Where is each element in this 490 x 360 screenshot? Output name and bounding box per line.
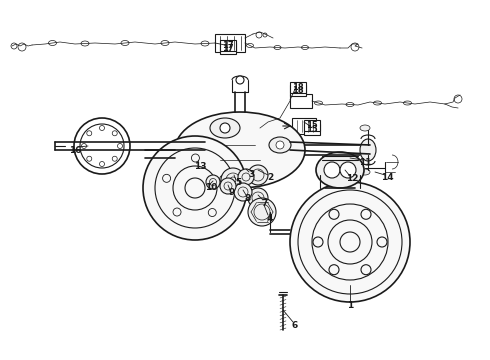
Text: 2: 2: [267, 172, 273, 181]
Text: 9: 9: [229, 188, 235, 197]
Circle shape: [220, 178, 236, 194]
Circle shape: [324, 162, 340, 178]
Circle shape: [221, 168, 245, 192]
Text: 6: 6: [292, 320, 298, 329]
Circle shape: [238, 169, 254, 185]
Circle shape: [236, 76, 244, 84]
Circle shape: [220, 123, 230, 133]
Bar: [290, 81, 306, 93]
Text: 4: 4: [267, 213, 273, 222]
Circle shape: [143, 136, 247, 240]
Ellipse shape: [175, 112, 305, 188]
Text: 17: 17: [222, 41, 234, 50]
Ellipse shape: [269, 137, 291, 153]
Ellipse shape: [316, 152, 364, 188]
Bar: [290, 94, 312, 108]
Text: 18: 18: [292, 86, 304, 95]
Text: 11: 11: [359, 158, 371, 166]
Text: 15: 15: [306, 121, 318, 130]
Circle shape: [276, 141, 284, 149]
Circle shape: [290, 182, 410, 302]
Text: 10: 10: [205, 183, 217, 192]
Bar: [220, 40, 236, 50]
Circle shape: [234, 183, 252, 201]
Text: 13: 13: [194, 162, 206, 171]
Circle shape: [248, 198, 276, 226]
Text: 5: 5: [235, 177, 241, 186]
Text: 18: 18: [292, 82, 304, 91]
Bar: [304, 123, 320, 135]
Text: 12: 12: [346, 174, 358, 183]
Bar: [290, 85, 306, 95]
Text: 17: 17: [222, 44, 234, 53]
Circle shape: [248, 188, 268, 208]
Text: 8: 8: [245, 194, 251, 202]
Text: 15: 15: [306, 125, 318, 134]
Ellipse shape: [210, 118, 240, 138]
Text: 1: 1: [347, 301, 353, 310]
Bar: [304, 120, 320, 131]
Circle shape: [248, 165, 268, 185]
Ellipse shape: [360, 139, 376, 161]
Bar: [215, 34, 245, 52]
Circle shape: [206, 175, 220, 189]
Bar: [220, 42, 236, 54]
Text: 7: 7: [262, 198, 268, 207]
Text: 3: 3: [248, 170, 254, 179]
Circle shape: [340, 162, 356, 178]
Ellipse shape: [360, 125, 370, 131]
Bar: [292, 118, 316, 134]
Ellipse shape: [360, 169, 370, 175]
Text: 16: 16: [69, 145, 81, 154]
Text: 14: 14: [381, 172, 393, 181]
